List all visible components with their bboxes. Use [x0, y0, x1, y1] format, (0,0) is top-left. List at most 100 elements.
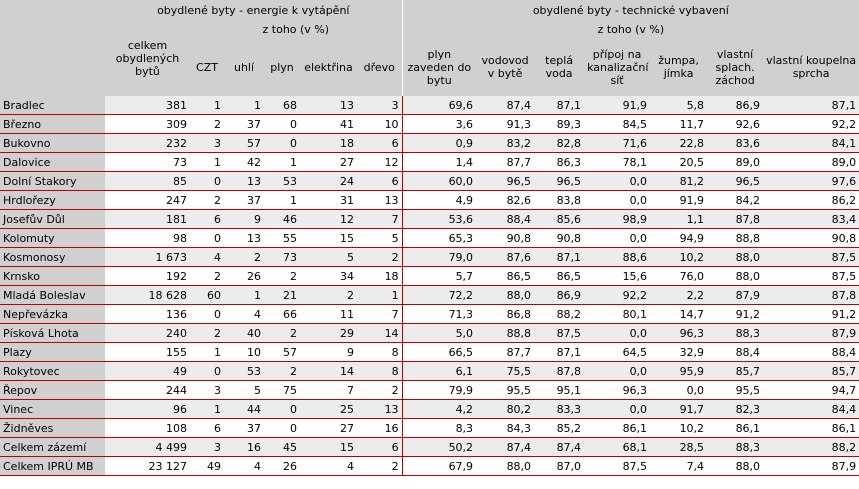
table-cell: 87,9 [707, 285, 764, 305]
table-cell: 0 [264, 133, 300, 153]
table-cell: 181 [105, 209, 190, 229]
table-cell: 98 [105, 228, 190, 248]
table-cell: 0 [264, 418, 300, 438]
table-cell: 98,9 [584, 209, 651, 229]
table-cell: 5,8 [650, 96, 708, 115]
table-body: Bradlec 381 1 1 68 13 3 69,6 87,4 87,1 91,9 5,8 86,9… [0, 96, 859, 476]
table-cell: 53,6 [401, 209, 477, 229]
table-cell: 84,5 [584, 114, 651, 134]
table-cell: 6 [357, 171, 403, 191]
row-label: Bukovno [0, 133, 105, 153]
table-cell: 90,8 [476, 228, 535, 248]
table-row: Kosmonosy 1 673 4 2 73 5 2 79,0 87,6 87,1 88,6 10,2… [0, 247, 859, 267]
table-cell: 3 [190, 380, 224, 400]
table-cell: 64,5 [584, 342, 651, 362]
table-cell: 87,4 [476, 96, 535, 115]
table-cell: 92,6 [707, 114, 764, 134]
table-cell: 8,3 [401, 418, 477, 438]
corner-cell [0, 0, 105, 96]
table-cell: 95,9 [650, 361, 708, 381]
table-cell: 83,8 [534, 190, 585, 210]
row-label: Josefův Důl [0, 209, 105, 229]
table-cell: 6 [190, 209, 224, 229]
table-cell: 5,0 [401, 323, 477, 343]
table-cell: 13 [357, 190, 403, 210]
col-wood: dřevo [357, 38, 403, 96]
row-label: Březno [0, 114, 105, 134]
table-cell: 97,6 [763, 171, 859, 191]
table-cell: 2 [190, 323, 224, 343]
table-row: Řepov 244 3 5 75 7 2 79,9 95,5 95,1 96,3 0,0 95,5 94,… [0, 380, 859, 400]
table-cell: 1 [264, 190, 300, 210]
table-cell: 0,0 [584, 228, 651, 248]
table-cell: 88,3 [707, 323, 764, 343]
table-cell: 2 [264, 323, 300, 343]
table-cell: 84,1 [763, 133, 859, 153]
table-cell: 82,6 [476, 190, 535, 210]
table-cell: 11 [300, 304, 357, 324]
table-cell: 6 [190, 418, 224, 438]
row-label: Krnsko [0, 266, 105, 286]
table-cell: 79,0 [401, 247, 477, 267]
table-cell: 2 [190, 114, 224, 134]
table-cell: 155 [105, 342, 190, 362]
table-cell: 60,0 [401, 171, 477, 191]
table-cell: 91,3 [476, 114, 535, 134]
table-cell: 13 [300, 96, 357, 115]
table-cell: 96,5 [707, 171, 764, 191]
table-cell: 25 [300, 399, 357, 419]
table-cell: 91,2 [707, 304, 764, 324]
table-cell: 96,5 [534, 171, 585, 191]
table-cell: 4 [190, 247, 224, 267]
table-cell: 1 [190, 342, 224, 362]
table-cell: 81,2 [650, 171, 708, 191]
table-cell: 83,4 [763, 209, 859, 229]
row-label: Kolomuty [0, 228, 105, 248]
table-cell: 89,0 [763, 152, 859, 172]
table-cell: 24 [300, 171, 357, 191]
table-cell: 55 [264, 228, 300, 248]
table-cell: 37 [224, 190, 264, 210]
table-cell: 2 [190, 266, 224, 286]
table-cell: 60 [190, 285, 224, 305]
table-cell: 28,5 [650, 437, 708, 457]
row-label: Hrdlořezy [0, 190, 105, 210]
col-water-supply: vodovod v bytě [476, 38, 535, 96]
col-toilet: vlastní splach. záchod [707, 38, 764, 96]
table-cell: 20,5 [650, 152, 708, 172]
col-gas-piped: plyn zaveden do bytu [401, 38, 477, 96]
table-cell: 88,2 [534, 304, 585, 324]
table-row: Židněves 108 6 37 0 27 16 8,3 84,3 85,2 86,1 10,2 86… [0, 418, 859, 438]
table-cell: 84,4 [763, 399, 859, 419]
table-cell: 29 [300, 323, 357, 343]
table-cell: 41 [300, 114, 357, 134]
table-cell: 0,0 [650, 380, 708, 400]
table-row: Březno 309 2 37 0 41 10 3,6 91,3 89,3 84,5 11,7 92,6… [0, 114, 859, 134]
table-cell: 86,8 [476, 304, 535, 324]
table-cell: 3 [190, 133, 224, 153]
table-cell: 2 [357, 247, 403, 267]
table-cell: 4 499 [105, 437, 190, 457]
table-cell: 1 [264, 152, 300, 172]
table-row: Dalovice 73 1 42 1 27 12 1,4 87,7 86,3 78,1 20,5 89,… [0, 152, 859, 172]
row-label: Celkem zázemí [0, 437, 105, 457]
table-cell: 91,7 [650, 399, 708, 419]
table-cell: 16 [224, 437, 264, 457]
table-row: Mladá Boleslav 18 628 60 1 21 2 1 72,2 88,0 86,9 9… [0, 285, 859, 305]
table-cell: 6 [357, 133, 403, 153]
table-cell: 86,3 [534, 152, 585, 172]
table-cell: 88,0 [476, 285, 535, 305]
table-cell: 7 [300, 380, 357, 400]
table-cell: 71,3 [401, 304, 477, 324]
table-cell: 82,8 [534, 133, 585, 153]
table-cell: 23 127 [105, 456, 190, 476]
table-row: Dolní Stakory 85 0 13 53 24 6 60,0 96,5 96,5 0,0 81… [0, 171, 859, 191]
table-cell: 0 [190, 171, 224, 191]
table-cell: 87,8 [763, 285, 859, 305]
table-cell: 85,7 [763, 361, 859, 381]
table-cell: 31 [300, 190, 357, 210]
table-cell: 1,1 [650, 209, 708, 229]
table-cell: 5,7 [401, 266, 477, 286]
table-cell: 86,5 [534, 266, 585, 286]
housing-table: obydlené byty - energie k vytápění obydl… [0, 0, 859, 476]
